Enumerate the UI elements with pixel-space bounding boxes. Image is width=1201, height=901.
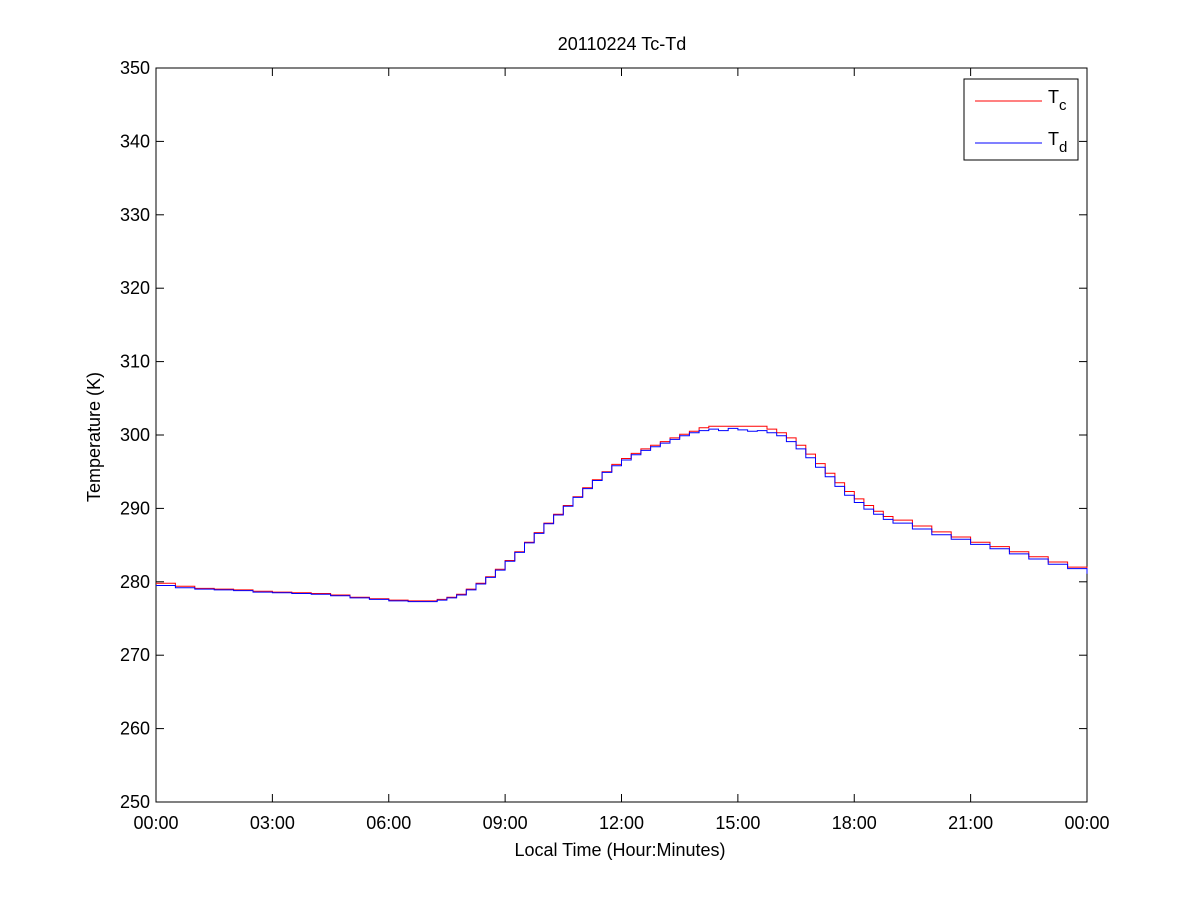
x-tick-label: 18:00 [832,813,877,833]
chart-title: 20110224 Tc-Td [558,34,686,54]
y-tick-label: 310 [120,352,150,372]
x-axis-label: Local Time (Hour:Minutes) [514,840,725,860]
y-axis: 250 260 270 280 290 300 310 320 330 340 350 [120,58,1087,812]
x-axis: 00:00 03:00 06:00 09:00 12:00 15:00 18:00 21:00… [133,68,1110,833]
legend-label-subscript: d [1059,139,1067,156]
series-line-c [156,425,1088,602]
y-tick-label: 250 [120,792,150,812]
x-tick-label: 12:00 [599,813,644,833]
y-tick-label: 300 [120,425,150,445]
y-tick-label: 290 [120,498,150,518]
axes-box [155,67,1088,803]
x-tick-label: 21:00 [948,813,993,833]
x-tick-label: 00:00 [1064,813,1109,833]
legend-box [963,78,1079,161]
x-tick-label: 09:00 [483,813,528,833]
y-tick-label: 330 [120,205,150,225]
y-tick-label: 320 [120,278,150,298]
plot-area [155,67,1088,803]
series-line-d [156,427,1088,603]
x-tick-label: 15:00 [715,813,760,833]
x-tick-label: 03:00 [250,813,295,833]
x-tick-label: 00:00 [133,813,178,833]
legend-label-main: T [1048,129,1059,149]
y-axis-label: Temperature (K) [84,372,104,502]
y-tick-label: 340 [120,131,150,151]
series-layer [156,425,1088,603]
x-tick-label: 06:00 [366,813,411,833]
legend-label-main: T [1048,87,1059,107]
y-tick-label: 280 [120,572,150,592]
y-tick-label: 260 [120,719,150,739]
legend-label-c: Tc [1048,87,1067,114]
y-tick-label: 350 [120,58,150,78]
legend-label-d: Td [1048,129,1067,156]
legend-label-subscript: c [1059,97,1067,114]
y-tick-label: 270 [120,645,150,665]
